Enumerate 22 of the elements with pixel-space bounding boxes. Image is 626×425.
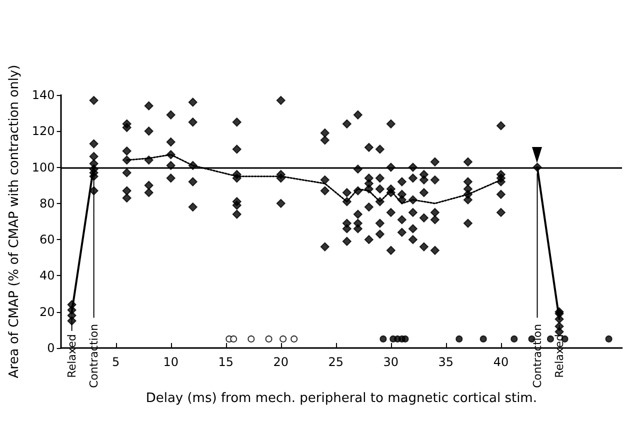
annotation: Contraction bbox=[530, 324, 544, 388]
x-tick-label: 30 bbox=[383, 355, 399, 369]
y-tick-label: 60 bbox=[40, 232, 55, 247]
y-tick-label: 140 bbox=[32, 88, 55, 102]
x-tick-label: 15 bbox=[218, 355, 234, 369]
x-tick-label: 5 bbox=[112, 355, 120, 369]
y-tick-label: 0 bbox=[47, 341, 55, 355]
annotation: Contraction bbox=[87, 324, 100, 388]
x-tick-label: 35 bbox=[438, 355, 454, 369]
y-tick-label: 100 bbox=[32, 160, 55, 174]
x-tick-label: 20 bbox=[273, 355, 289, 369]
y-tick-label: 40 bbox=[40, 268, 55, 283]
y-tick-label: 120 bbox=[32, 124, 55, 138]
x-tick-label: 40 bbox=[493, 355, 509, 369]
x-tick-label: 10 bbox=[163, 355, 178, 369]
y-tick-label: 20 bbox=[40, 304, 55, 319]
annotation: Relaxed bbox=[552, 334, 566, 378]
x-axis-title: Delay (ms) from mech. peripheral to magnetic cortical stim. bbox=[146, 391, 537, 406]
y-tick-label: 80 bbox=[40, 196, 55, 210]
x-tick-label: 25 bbox=[328, 355, 344, 369]
annotation: Relaxed bbox=[65, 334, 78, 378]
y-axis-title: Area of CMAP (% of CMAP with contraction only) bbox=[7, 64, 22, 378]
